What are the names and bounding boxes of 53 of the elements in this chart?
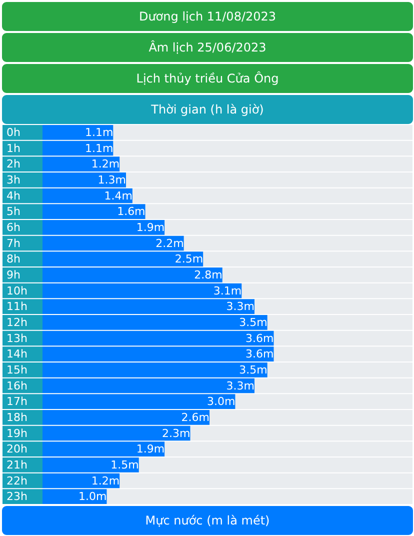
y-tick-label: 7h [6, 236, 20, 250]
data-label: 2.8m [194, 268, 222, 282]
y-tick-label: 13h [6, 332, 28, 345]
data-label: 3.3m [226, 300, 254, 314]
data-label: 1.2m [91, 474, 120, 488]
y-tick-label: 16h [6, 379, 28, 392]
data-label: 3.0m [207, 395, 236, 408]
data-label: 3.6m [246, 348, 274, 361]
y-tick-label: 0h [6, 126, 20, 139]
data-label: 3.3m [226, 379, 254, 392]
y-tick-label: 17h [6, 395, 28, 408]
y-tick-label: 4h [6, 189, 20, 202]
text: Lịch thủy triều Cửa Ông [136, 70, 279, 86]
data-label: 1.2m [91, 158, 120, 171]
data-label: 3.6m [246, 332, 274, 345]
y-tick-label: 8h [6, 252, 20, 266]
chart-subtitle: Âm lịch 25/06/2023 [148, 40, 266, 54]
data-label: 2.6m [181, 410, 210, 424]
y-tick-label: 23h [6, 490, 28, 504]
y-tick-label: 14h [6, 348, 28, 361]
y-tick-label: 15h [6, 363, 28, 376]
y-tick-label: 1h [6, 142, 20, 155]
y-tick-label: 3h [6, 173, 20, 186]
data-label: 2.3m [162, 426, 190, 440]
data-label: 1.1m [84, 126, 114, 139]
y-tick-label: 22h [6, 474, 28, 488]
data-label: 2.2m [156, 236, 184, 250]
data-label: 1.6m [117, 205, 146, 218]
data-label: 1.3m [98, 173, 126, 186]
data-label: 1.9m [136, 442, 165, 456]
data-label: 1.1m [84, 142, 114, 155]
y-tick-label: 10h [6, 284, 28, 298]
y-tick-label: 9h [6, 268, 20, 282]
y-tick-label: 21h [6, 458, 28, 472]
data-label: 3.5m [239, 363, 268, 376]
y-tick-label: 11h [6, 300, 28, 314]
chart-title: Dương lịch 11/08/2023 [138, 10, 276, 24]
data-label: 1.9m [136, 220, 165, 234]
data-label: 1.0m [78, 490, 107, 504]
y-tick-label: 20h [6, 442, 28, 456]
y-tick-label: 19h [6, 426, 28, 440]
y-axis-title: Thời gian (h là giờ) [150, 102, 264, 116]
data-label: 1.4m [104, 189, 132, 202]
x-axis-title: Mực nước (m là mét) [145, 514, 270, 528]
y-tick-label: 5h [6, 205, 20, 218]
data-label: 1.5m [110, 458, 139, 472]
data-label: 2.5m [174, 252, 204, 266]
data-label: 3.1m [213, 284, 242, 298]
y-tick-label: 2h [6, 158, 20, 171]
y-tick-label: 12h [6, 316, 28, 329]
data-label: 3.5m [239, 316, 268, 329]
y-tick-label: 18h [6, 410, 28, 424]
y-tick-label: 6h [6, 220, 20, 234]
